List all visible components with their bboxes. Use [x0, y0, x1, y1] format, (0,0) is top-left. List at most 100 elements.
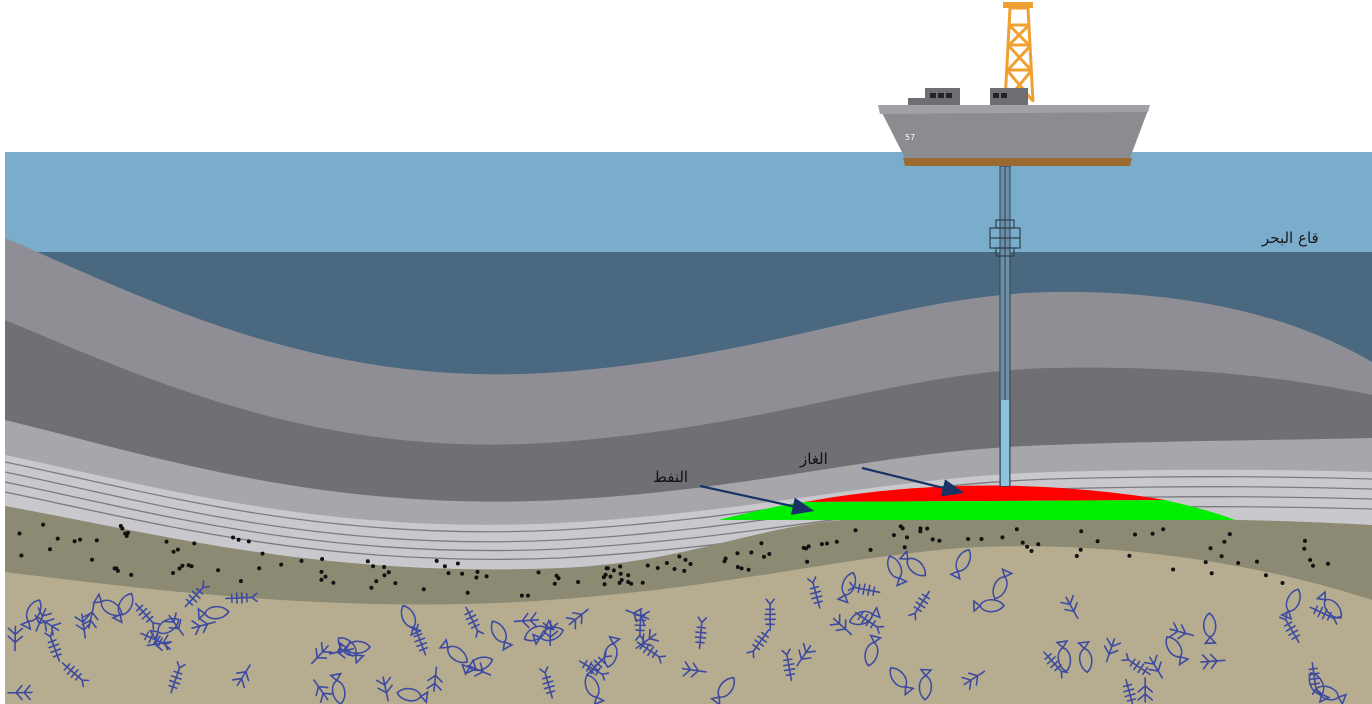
sand-dot	[319, 569, 324, 574]
sand-dot	[759, 541, 764, 546]
sand-dot	[576, 580, 581, 584]
sand-dot	[1280, 581, 1285, 585]
sand-dot	[739, 566, 744, 571]
sand-dot	[236, 537, 241, 542]
sand-dot	[918, 529, 923, 534]
sand-dot	[465, 590, 470, 595]
fossil-symbols	[7, 548, 1348, 704]
sand-dot	[683, 557, 688, 562]
fossil-icon	[764, 598, 776, 632]
sand-dot	[1208, 546, 1213, 551]
sand-dot	[966, 537, 971, 541]
fossil-icon	[1202, 612, 1218, 645]
sand-dot	[655, 566, 660, 570]
sand-dot	[556, 576, 561, 581]
fossil-icon	[409, 623, 428, 656]
sand-dot	[382, 573, 387, 578]
fossil-icon	[886, 555, 909, 588]
sand-dot	[605, 566, 610, 571]
fossil-icon	[168, 661, 186, 694]
fossil-icon	[1279, 588, 1301, 621]
sand-dot	[602, 582, 607, 587]
fossil-icon	[490, 620, 514, 652]
fossil-icon	[37, 616, 62, 636]
sand-dot	[374, 579, 379, 584]
sand-dot	[519, 593, 524, 598]
sand-dot	[371, 564, 376, 569]
fossil-icon	[426, 666, 443, 693]
sand-dot	[1311, 563, 1315, 568]
fossil-icon	[578, 659, 610, 681]
fossil-icon	[461, 656, 494, 676]
sand-dot	[1171, 567, 1176, 572]
sand-dot	[1127, 553, 1132, 558]
sand-dot	[94, 538, 99, 543]
fossil-icon	[396, 687, 429, 704]
sand-dot	[1000, 535, 1005, 540]
sand-dot	[382, 565, 387, 569]
sand-dot	[825, 541, 829, 546]
sand-dot	[626, 580, 631, 584]
drill-ship: 57	[878, 2, 1150, 166]
sand-dot	[434, 558, 439, 563]
sand-dot	[257, 566, 262, 571]
fossil-icon	[375, 676, 393, 702]
sand-dot	[41, 522, 46, 527]
fossil-icon	[163, 612, 185, 636]
fossil-icon	[796, 642, 816, 667]
fossil-icon	[231, 664, 251, 689]
oil-layer	[718, 500, 1235, 520]
sand-dot	[805, 559, 810, 564]
sand-dot	[1209, 571, 1214, 576]
sand-dot	[1303, 538, 1307, 543]
sand-dot	[460, 571, 465, 576]
fossil-icon	[584, 674, 606, 704]
sand-dot	[1203, 560, 1208, 565]
fossil-icon	[539, 666, 556, 699]
sand-dot	[393, 581, 398, 586]
fossil-icon	[854, 611, 885, 635]
fossil-icon	[1121, 652, 1151, 676]
sand-dots	[17, 522, 1330, 598]
sand-dot	[1014, 527, 1019, 532]
sand-dot	[365, 559, 370, 564]
sand-dot	[868, 547, 873, 552]
sand-dot	[72, 539, 77, 544]
fossil-icon	[603, 635, 622, 669]
sand-dot	[484, 574, 489, 579]
sand-dot	[216, 568, 221, 573]
sand-dot	[1020, 540, 1025, 545]
sand-dot	[455, 561, 460, 566]
sand-dot	[688, 562, 693, 566]
fossil-icon	[636, 641, 667, 664]
sand-dot	[746, 567, 751, 572]
sand-dot	[475, 569, 480, 574]
fossil-icon	[74, 613, 92, 639]
sand-dot	[421, 587, 426, 592]
sand-dot	[672, 567, 677, 571]
sand-dot	[536, 570, 541, 575]
sand-dot	[474, 575, 479, 580]
sand-dot	[1236, 561, 1241, 565]
sand-dot	[279, 562, 284, 567]
oil-arrow	[699, 484, 815, 515]
fossil-icon	[313, 679, 334, 703]
sand-dot	[90, 557, 95, 562]
sand-dot	[664, 561, 669, 565]
seabed-label: قاع البحر	[1262, 229, 1319, 247]
fossil-icon	[709, 676, 736, 704]
sand-dot	[735, 551, 740, 556]
sand-dot	[645, 563, 650, 568]
sand-dot	[682, 568, 687, 573]
sand-dot	[1219, 554, 1224, 559]
fossil-icon	[948, 548, 972, 581]
sand-dot	[171, 571, 175, 575]
sand-dot	[238, 579, 243, 584]
fossil-icon	[1200, 653, 1226, 670]
sand-dot	[1079, 529, 1084, 534]
sand-dot	[552, 581, 557, 586]
sand-dot	[260, 551, 265, 556]
sand-dot	[918, 526, 923, 531]
sand-dot	[608, 574, 613, 579]
fossil-icon	[513, 612, 540, 629]
